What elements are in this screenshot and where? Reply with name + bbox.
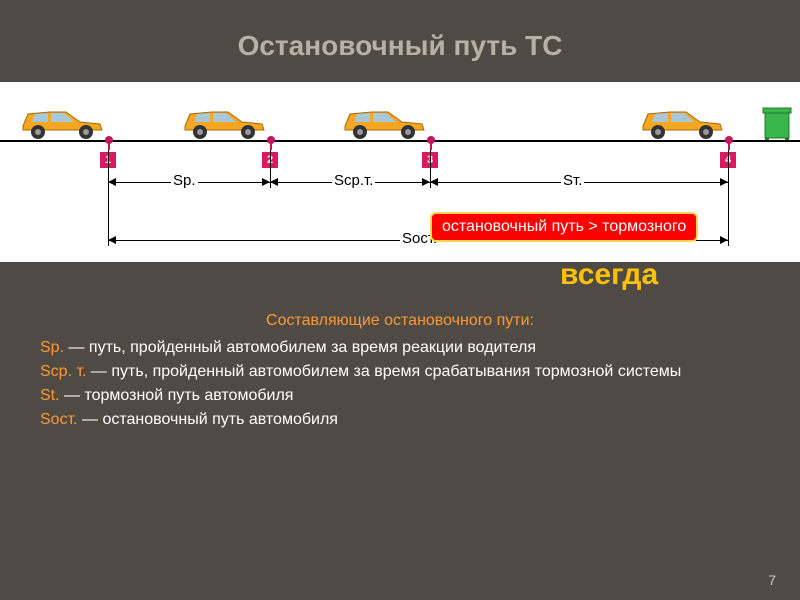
legend-desc: — путь, пройденный автомобилем за время … (86, 363, 681, 380)
dim-tick (728, 150, 729, 246)
car-icon (18, 100, 108, 140)
legend-item: St. — тормозной путь автомобиля (40, 384, 760, 408)
legend-item: Sp. — путь, пройденный автомобилем за вр… (40, 336, 760, 360)
car-icon (340, 100, 430, 140)
position-marker (108, 140, 110, 150)
car-icon (638, 100, 728, 140)
dim-label: Sp. (171, 172, 198, 189)
always-label: всегда (560, 258, 658, 292)
legend-key: St. (40, 387, 60, 404)
legend-title: Составляющие остановочного пути: (40, 312, 760, 330)
legend-key: Sост. (40, 411, 78, 428)
page-number: 7 (768, 572, 776, 588)
legend-desc: — путь, пройденный автомобилем за время … (64, 339, 536, 356)
comparison-badge: остановочный путь > тормозного (430, 212, 698, 242)
position-marker (270, 140, 272, 150)
dim-label: Sср.т. (332, 172, 375, 189)
dim-label: Sт. (561, 172, 584, 189)
car-icon (180, 100, 270, 140)
legend-item: Sср. т. — путь, пройденный автомобилем з… (40, 360, 760, 384)
dim-tick (108, 150, 109, 246)
legend-key: Sср. т. (40, 363, 86, 380)
legend-desc: — тормозной путь автомобиля (60, 387, 294, 404)
position-marker (430, 140, 432, 150)
legend-desc: — остановочный путь автомобиля (78, 411, 338, 428)
position-marker (728, 140, 730, 150)
legend-item: Sост. — остановочный путь автомобиля (40, 408, 760, 432)
road-line (0, 140, 800, 142)
page-title: Остановочный путь ТС (0, 0, 800, 82)
legend: Составляющие остановочного пути: Sp. — п… (0, 262, 800, 432)
trash-bin-icon (762, 104, 792, 140)
legend-key: Sp. (40, 339, 64, 356)
